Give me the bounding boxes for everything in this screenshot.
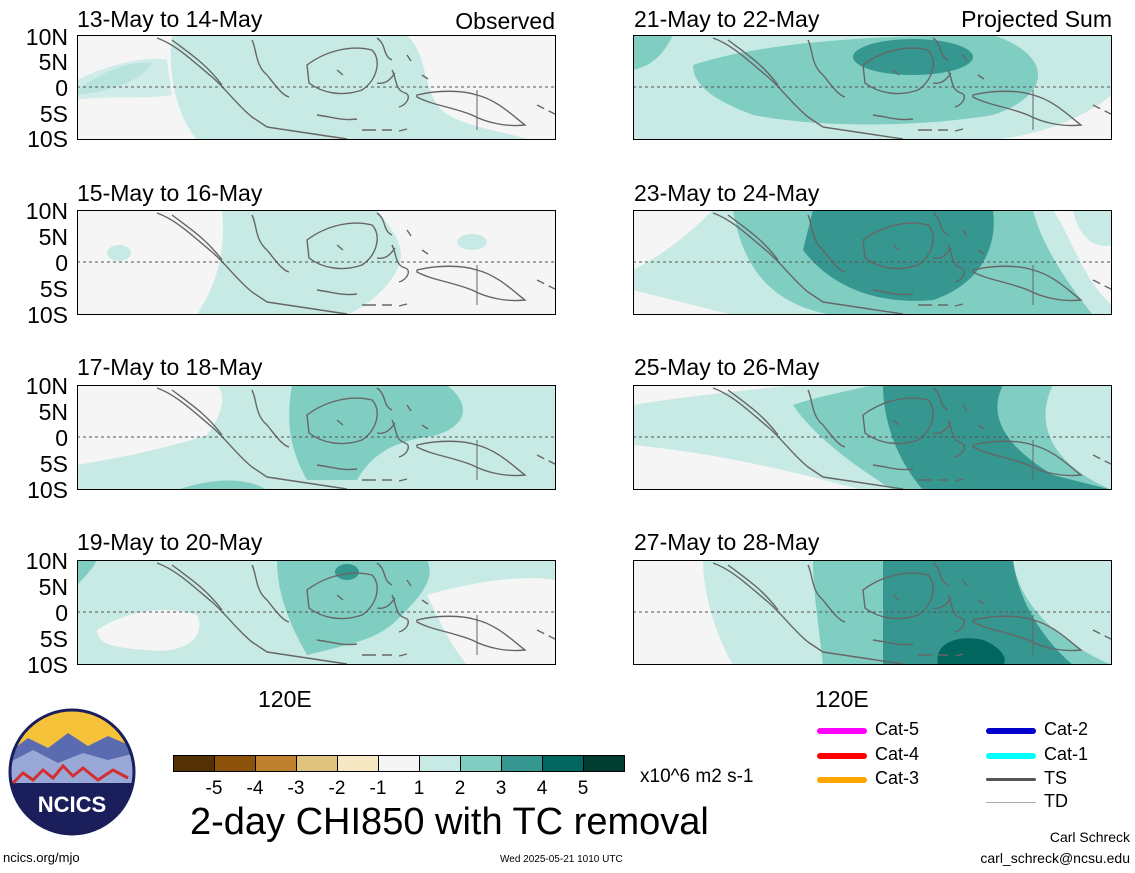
lat-5n: 5N [38, 224, 68, 250]
map-panel-8 [633, 560, 1112, 665]
lat-5s: 5S [39, 276, 68, 302]
lat-10s: 10S [27, 126, 68, 152]
legend-label: Cat-3 [875, 768, 920, 788]
colorbar-tick-label: -3 [287, 778, 305, 799]
colorbar-tick-label: 5 [577, 778, 589, 799]
lat-5s: 5S [39, 451, 68, 477]
legend-line-cat-2 [986, 728, 1036, 734]
lat-0: 0 [55, 600, 68, 626]
panel-title-8: 27-May to 28-May [634, 529, 820, 555]
colorbar-box [583, 755, 625, 772]
lat-10n: 10N [25, 373, 68, 399]
legend-label: Cat-2 [1044, 719, 1089, 739]
lat-10n: 10N [25, 24, 68, 50]
panel-title-4: 19-May to 20-May [77, 529, 263, 555]
legend-label: Cat-1 [1044, 744, 1089, 764]
colorbar-tick-label: 4 [536, 778, 548, 799]
colorbar-tick-label: 3 [495, 778, 507, 799]
footer-url: ncics.org/mjo [3, 850, 80, 865]
panel-title-6: 23-May to 24-May [634, 180, 820, 206]
plot-title: 2-day CHI850 with TC removal [190, 801, 709, 843]
panel-tag-observed: Observed [455, 8, 555, 34]
ncics-logo: NCICS [8, 708, 136, 836]
panel-title-2: 15-May to 16-May [77, 180, 263, 206]
colorbar-box [296, 755, 338, 772]
lat-10s: 10S [27, 477, 68, 503]
lat-10s: 10S [27, 302, 68, 328]
footer-timestamp: Wed 2025-05-21 1010 UTC [500, 854, 623, 865]
lat-5s: 5S [39, 101, 68, 127]
map-panel-5 [633, 35, 1112, 140]
colorbar-tick-label: 1 [413, 778, 425, 799]
map-panel-2 [77, 210, 556, 315]
colorbar-box [255, 755, 297, 772]
lat-0: 0 [55, 425, 68, 451]
footer-author: Carl Schreck [1049, 829, 1130, 845]
legend-line-td [986, 802, 1036, 803]
panel-title-3: 17-May to 18-May [77, 354, 263, 380]
colorbar-box [460, 755, 502, 772]
lat-5n: 5N [38, 49, 68, 75]
map-panel-3 [77, 385, 556, 490]
logo-text: NCICS [38, 792, 106, 817]
colorbar-tick-label: -5 [205, 778, 223, 799]
panel-title-7: 25-May to 26-May [634, 354, 820, 380]
colorbar-tick-label: 2 [454, 778, 466, 799]
map-panel-4 [77, 560, 556, 665]
legend-label: Cat-5 [875, 719, 920, 739]
colorbar-box [542, 755, 584, 772]
colorbar-box [378, 755, 420, 772]
legend-label: Cat-4 [875, 744, 920, 764]
colorbar-units: x10^6 m2 s-1 [640, 766, 754, 787]
lat-0: 0 [55, 250, 68, 276]
panel-tag-projected: Projected Sum [961, 6, 1112, 32]
legend-line-cat-4 [817, 753, 867, 759]
lat-5n: 5N [38, 574, 68, 600]
legend-line-cat-5 [817, 728, 867, 734]
lat-0: 0 [55, 75, 68, 101]
colorbar-tick-label: -4 [246, 778, 264, 799]
map-panel-6 [633, 210, 1112, 315]
lat-10n: 10N [25, 198, 68, 224]
map-panel-1 [77, 35, 556, 140]
colorbar-tick-label: -1 [369, 778, 387, 799]
lat-10s: 10S [27, 652, 68, 678]
panel-title-1: 13-May to 14-May [77, 6, 263, 32]
colorbar-box [419, 755, 461, 772]
lat-5n: 5N [38, 399, 68, 425]
legend-line-cat-3 [817, 777, 867, 783]
map-panel-7 [633, 385, 1112, 490]
panel-title-5: 21-May to 22-May [634, 6, 820, 32]
lon-label-left: 120E [258, 686, 312, 712]
legend-line-ts [986, 778, 1036, 781]
colorbar-box [501, 755, 543, 772]
legend-line-cat-1 [986, 753, 1036, 759]
legend-label: TS [1044, 768, 1068, 788]
lon-label-right: 120E [815, 686, 869, 712]
lat-10n: 10N [25, 548, 68, 574]
colorbar-tick-label: -2 [328, 778, 346, 799]
colorbar-box [337, 755, 379, 772]
lat-5s: 5S [39, 626, 68, 652]
footer-email: carl_schreck@ncsu.edu [980, 850, 1130, 866]
colorbar-box [214, 755, 256, 772]
legend-label: TD [1044, 791, 1068, 811]
colorbar-box [173, 755, 215, 772]
